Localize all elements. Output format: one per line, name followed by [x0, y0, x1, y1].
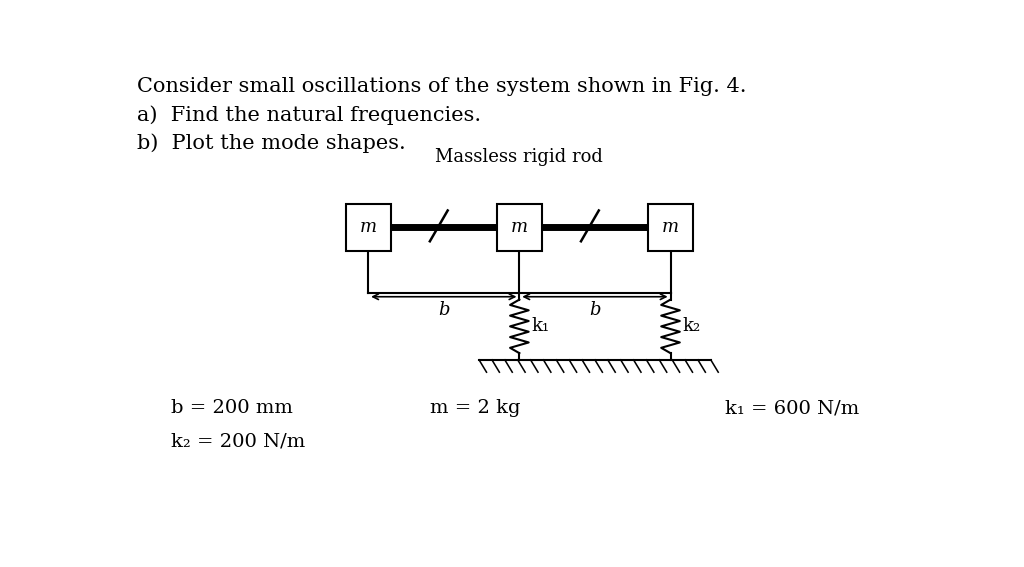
Bar [648, 204, 693, 251]
Text: k₂ = 200 N/m: k₂ = 200 N/m [171, 433, 305, 451]
Bar [497, 204, 542, 251]
Text: Massless rigid rod: Massless rigid rod [435, 148, 603, 166]
Text: k₂: k₂ [683, 318, 701, 335]
Text: m = 2 kg: m = 2 kg [430, 399, 521, 417]
Text: m: m [511, 218, 528, 236]
Text: b = 200 mm: b = 200 mm [171, 399, 293, 417]
Text: a)  Find the natural frequencies.: a) Find the natural frequencies. [137, 106, 481, 125]
Text: b)  Plot the mode shapes.: b) Plot the mode shapes. [137, 133, 407, 153]
Text: Consider small oscillations of the system shown in Fig. 4.: Consider small oscillations of the syste… [137, 77, 746, 96]
Text: b: b [438, 301, 450, 319]
Text: k₁: k₁ [531, 318, 550, 335]
Text: m: m [662, 218, 679, 236]
Bar [346, 204, 391, 251]
Text: b: b [589, 301, 601, 319]
Text: m: m [359, 218, 377, 236]
Text: k₁ = 600 N/m: k₁ = 600 N/m [725, 399, 859, 417]
